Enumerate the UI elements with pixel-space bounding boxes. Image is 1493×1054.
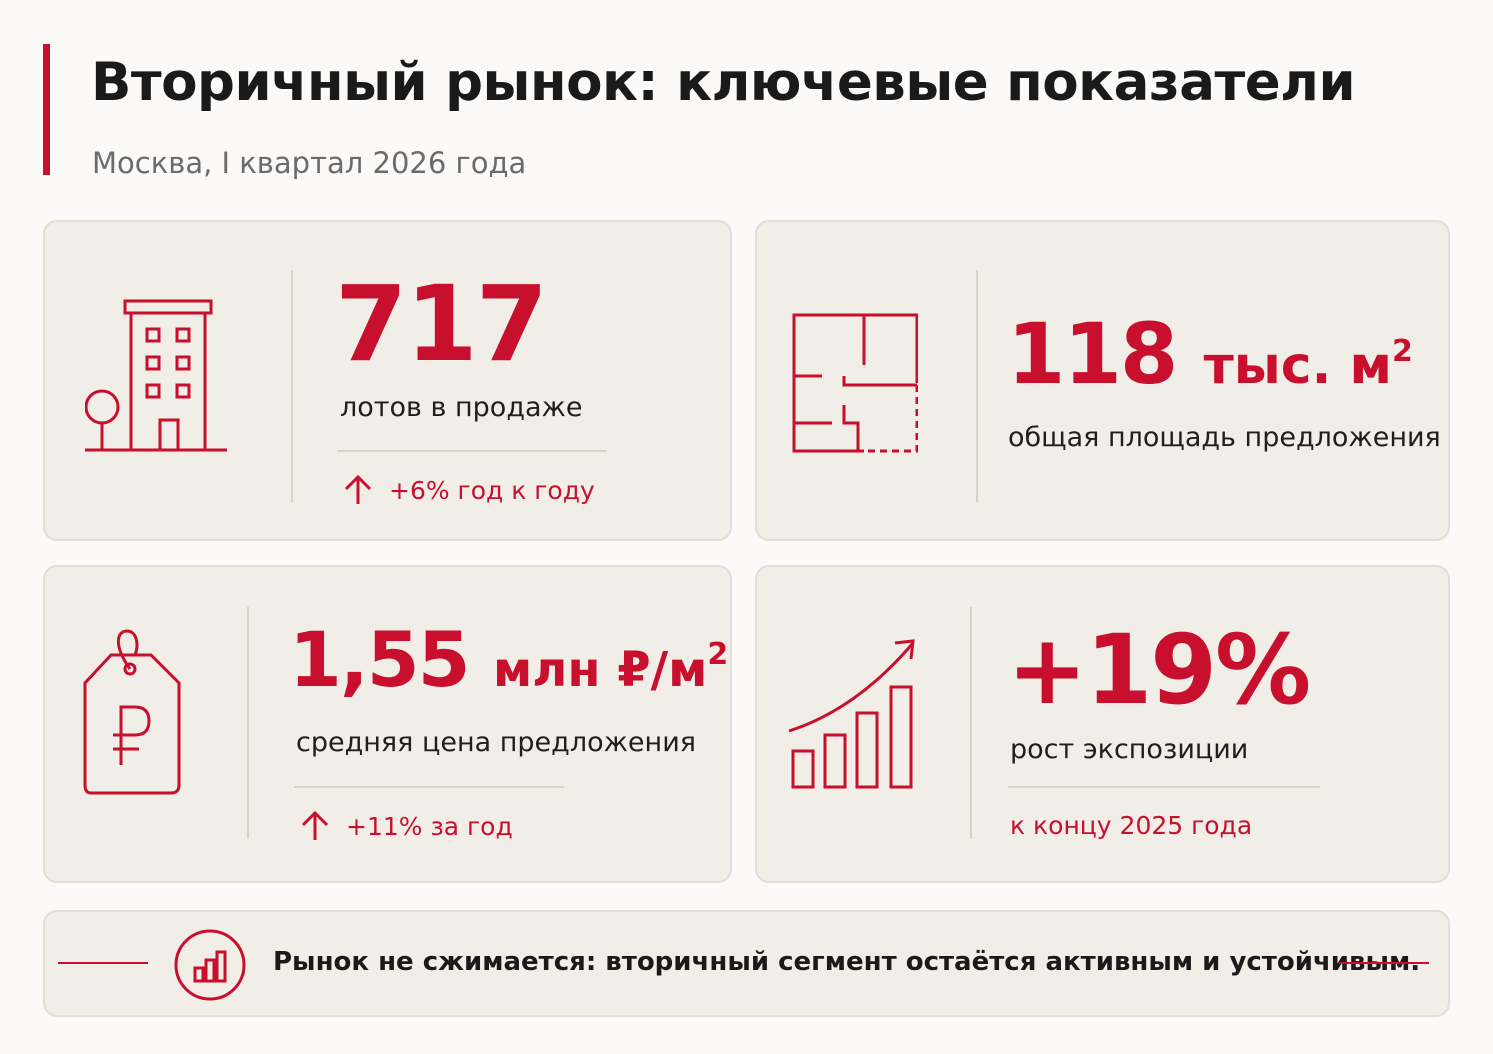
- card-separator: [337, 450, 607, 452]
- floor-plan-icon: [792, 313, 919, 457]
- card-area: 118 тыс. м2 общая площадь предложения: [755, 220, 1450, 541]
- page-subtitle: Москва, I квартал 2026 года: [92, 146, 527, 180]
- card-divider: [976, 270, 978, 502]
- lots-value: 717: [335, 263, 548, 385]
- card-exposure: +19% рост экспозиции к концу 2025 года: [755, 565, 1450, 883]
- arrow-up-icon: [344, 474, 372, 504]
- price-unit: млн ₽/м2: [492, 637, 729, 698]
- footer-line-left: [58, 962, 148, 964]
- bar-chart-circle-icon: [173, 928, 247, 1006]
- price-label: средняя цена предложения: [296, 727, 696, 758]
- exposure-value: +19%: [1007, 614, 1311, 726]
- exposure-note: к концу 2025 года: [1010, 811, 1253, 840]
- card-divider: [291, 270, 293, 502]
- lots-change-text: +6% год к году: [389, 475, 595, 505]
- card-separator: [1008, 786, 1320, 788]
- price-change: +11% за год: [298, 809, 513, 843]
- ruble-tag-icon: [83, 625, 183, 804]
- page-title: Вторичный рынок: ключевые показатели: [91, 52, 1356, 113]
- area-value: 118 тыс. м2: [1007, 305, 1413, 403]
- area-unit: тыс. м2: [1203, 334, 1413, 396]
- lots-change: +6% год к году: [341, 473, 595, 507]
- price-change-text: +11% за год: [346, 811, 513, 841]
- arrow-up-icon: [301, 810, 329, 840]
- card-divider: [247, 607, 249, 839]
- footer-line-right: [1339, 962, 1429, 964]
- price-value: 1,55 млн ₽/м2: [289, 615, 729, 704]
- card-lots: 717 лотов в продаже +6% год к году: [43, 220, 732, 541]
- footer-banner: [43, 910, 1450, 1017]
- card-price: 1,55 млн ₽/м2 средняя цена предложения +…: [43, 565, 732, 883]
- exposure-label: рост экспозиции: [1010, 734, 1249, 765]
- card-divider: [970, 607, 972, 839]
- area-label: общая площадь предложения: [1008, 422, 1441, 453]
- title-accent-bar: [43, 44, 50, 175]
- lots-label: лотов в продаже: [340, 392, 583, 423]
- card-separator: [294, 786, 564, 788]
- footer-text: Рынок не сжимается: вторичный сегмент ос…: [273, 947, 1421, 977]
- building-icon: [84, 297, 235, 461]
- growth-chart-icon: [787, 635, 922, 794]
